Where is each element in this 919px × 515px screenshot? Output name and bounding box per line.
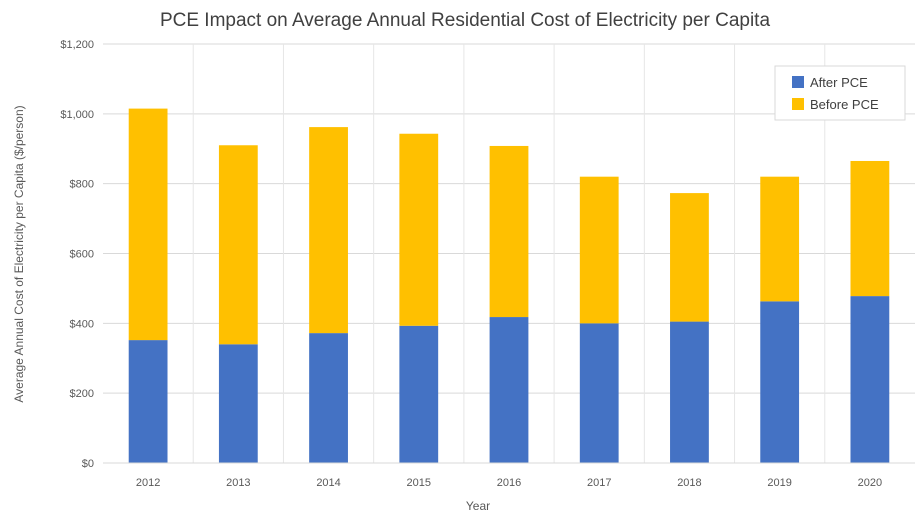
x-axis-ticks: 2012 2013 2014 2015 2016 2017 2018 2019 2020 bbox=[136, 477, 882, 489]
x-axis-label: Year bbox=[466, 499, 490, 513]
bar-after-pce-2016 bbox=[489, 317, 529, 463]
bar-before-pce-2014 bbox=[309, 127, 348, 334]
y-tick-label: $600 bbox=[70, 249, 94, 261]
bar-after-pce-2020 bbox=[850, 296, 890, 463]
bar-before-pce-2019 bbox=[760, 176, 800, 302]
bar-after-pce-2015 bbox=[399, 325, 439, 463]
bar-after-pce-2019 bbox=[760, 301, 800, 463]
bar-after-pce-2012 bbox=[128, 340, 168, 463]
x-tick-label: 2013 bbox=[226, 477, 250, 489]
chart-title: PCE Impact on Average Annual Residential… bbox=[160, 10, 771, 31]
bar-before-pce-2016 bbox=[489, 145, 529, 318]
bar-before-pce-2012 bbox=[128, 108, 168, 341]
y-axis-label: Average Annual Cost of Electricity per C… bbox=[12, 105, 26, 402]
y-tick-label: $0 bbox=[82, 458, 94, 470]
x-tick-label: 2015 bbox=[407, 477, 431, 489]
bar-before-pce-2017 bbox=[579, 176, 619, 324]
x-tick-label: 2012 bbox=[136, 477, 160, 489]
bar-after-pce-2013 bbox=[218, 344, 258, 463]
y-tick-label: $800 bbox=[70, 179, 94, 191]
bars bbox=[128, 108, 890, 463]
y-tick-label: $400 bbox=[70, 318, 94, 330]
bar-before-pce-2013 bbox=[218, 145, 258, 345]
x-tick-label: 2017 bbox=[587, 477, 611, 489]
bar-after-pce-2014 bbox=[309, 333, 348, 463]
y-tick-label: $200 bbox=[70, 388, 94, 400]
bar-before-pce-2015 bbox=[399, 133, 439, 326]
bar-before-pce-2020 bbox=[850, 160, 890, 297]
legend-swatch-after-pce bbox=[792, 76, 804, 88]
x-tick-label: 2019 bbox=[767, 477, 791, 489]
legend: After PCE Before PCE bbox=[774, 65, 906, 121]
x-tick-label: 2016 bbox=[497, 477, 521, 489]
legend-label-before-pce: Before PCE bbox=[810, 97, 879, 112]
x-tick-label: 2018 bbox=[677, 477, 701, 489]
legend-swatch-before-pce bbox=[792, 98, 804, 110]
y-tick-label: $1,200 bbox=[60, 39, 94, 51]
legend-box bbox=[774, 65, 906, 121]
x-tick-label: 2014 bbox=[316, 477, 340, 489]
legend-label-after-pce: After PCE bbox=[810, 75, 868, 90]
bar-after-pce-2017 bbox=[579, 323, 619, 463]
bar-after-pce-2018 bbox=[670, 321, 709, 463]
bar-before-pce-2018 bbox=[670, 193, 709, 322]
y-tick-label: $1,000 bbox=[60, 109, 94, 121]
y-axis-ticks: $0 $200 $400 $600 $800 $1,000 $1,200 bbox=[60, 39, 94, 470]
x-tick-label: 2020 bbox=[858, 477, 882, 489]
